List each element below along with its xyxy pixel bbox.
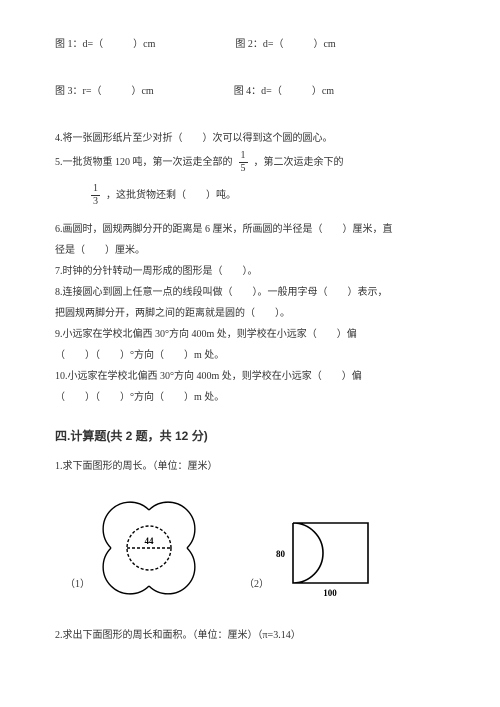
diagram-1-measure: 44 [145, 536, 155, 546]
question-5-line2: 1 3 ，这批货物还剩（ ）吨。 [85, 184, 445, 207]
diagram-1-block: （1） 44 [65, 493, 204, 603]
figure-1-label: 图 1：d=（ ）cm [55, 36, 155, 53]
diagram-2-height: 80 [276, 549, 286, 559]
question-8-line2: 把圆规两脚分开，两脚之间的距离就是圆的（ ）。 [55, 305, 445, 322]
question-7: 7.时钟的分针转动一周形成的图形是（ ）。 [55, 263, 445, 280]
frac-num: 1 [91, 184, 100, 195]
question-10-line2: （ ）（ ）°方向（ ）m 处。 [55, 389, 445, 406]
frac-den: 5 [239, 162, 248, 174]
question-9-line1: 9.小远家在学校北偏西 30°方向 400m 处，则学校在小远家（ ）偏 [55, 326, 445, 343]
question-4: 4.将一张圆形纸片至少对折（ ）次可以得到这个圆的圆心。 [55, 130, 445, 147]
section-4-title: 四.计算题(共 2 题，共 12 分) [55, 426, 445, 446]
frac-den: 3 [91, 195, 100, 207]
diagram-2-block: （2） 80 100 [244, 513, 383, 603]
figure-row-2: 图 3：r=（ ）cm 图 4：d=（ ）cm [55, 83, 445, 100]
diagram-2-caption: （2） [244, 576, 269, 603]
diagram-2-svg: 80 100 [273, 513, 383, 603]
figure-4-label: 图 4：d=（ ）cm [234, 83, 334, 100]
calc-question-2: 2.求出下面图形的周长和面积。（单位：厘米）（π=3.14） [55, 627, 445, 644]
diagram-2-width: 100 [323, 588, 337, 598]
figure-3-label: 图 3：r=（ ）cm [55, 83, 154, 100]
figure-2-label: 图 2：d=（ ）cm [235, 36, 335, 53]
question-8-line1: 8.连接圆心到圆上任意一点的线段叫做（ ）。一般用字母（ ）表示， [55, 284, 445, 301]
question-5-line1: 5.一批货物重 120 吨，第一次运走全部的 1 5 ，第二次运走余下的 [55, 151, 445, 174]
q5-text-a: 5.一批货物重 120 吨，第一次运走全部的 [55, 154, 233, 171]
figure-row-1: 图 1：d=（ ）cm 图 2：d=（ ）cm [55, 36, 445, 53]
question-6-line2: 径是（ ）厘米。 [55, 242, 445, 259]
fraction-1-3: 1 3 [91, 184, 100, 207]
diagrams-row: （1） 44 （2） 80 100 [65, 493, 445, 603]
fraction-1-5: 1 5 [239, 151, 248, 174]
frac-num: 1 [239, 151, 248, 162]
diagram-1-svg: 44 [94, 493, 204, 603]
question-6-line1: 6.画圆时，圆规两脚分开的距离是 6 厘米，所画圆的半径是（ ）厘米，直 [55, 221, 445, 238]
question-9-line2: （ ）（ ）°方向（ ）m 处。 [55, 347, 445, 364]
q5-text-c: ，这批货物还剩（ ）吨。 [106, 187, 236, 204]
q5-text-b: ，第二次运走余下的 [254, 154, 344, 171]
calc-question-1: 1.求下面图形的周长。（单位：厘米） [55, 458, 445, 475]
question-10-line1: 10.小远家在学校北偏西 30°方向 400m 处，则学校在小远家（ ）偏 [55, 368, 445, 385]
diagram-1-caption: （1） [65, 576, 90, 603]
